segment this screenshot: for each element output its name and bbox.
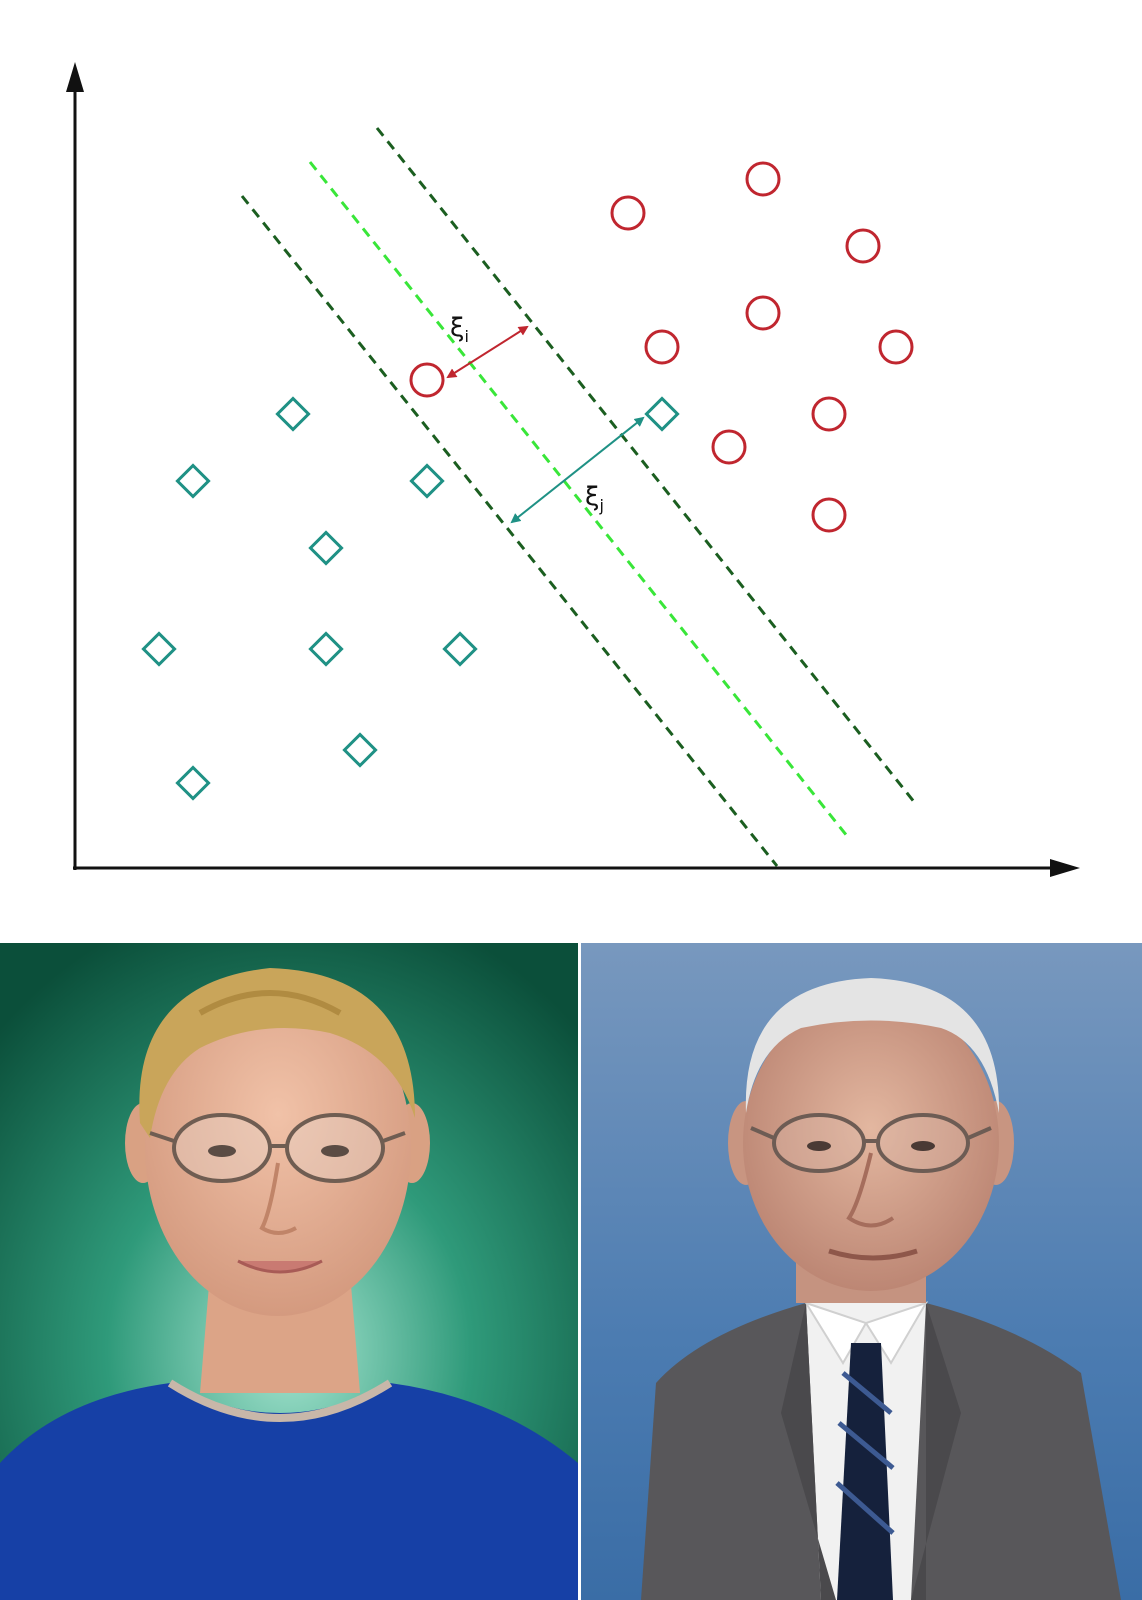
portrait-man-image: [581, 943, 1142, 1600]
slack-i-arrow: [446, 325, 529, 379]
diamond-class-points: [141, 396, 680, 801]
circle-point: [845, 228, 881, 264]
circle-point: [811, 497, 847, 533]
decision-lines: [240, 127, 917, 867]
diamond-point: [275, 396, 311, 432]
circle-class-points: [409, 161, 914, 533]
diamond-point: [175, 765, 211, 801]
axes: [66, 62, 1080, 877]
diamond-point: [141, 631, 177, 667]
diamond-point: [308, 631, 344, 667]
circle-point-slack-i: [409, 362, 445, 398]
portrait-man-photo: [581, 943, 1142, 1600]
portrait-woman-photo: [0, 943, 578, 1600]
circle-point: [644, 329, 680, 365]
margin-line-upper: [375, 127, 917, 804]
circle-point: [711, 429, 747, 465]
circle-point: [811, 396, 847, 432]
diamond-point: [342, 732, 378, 768]
circle-point: [745, 161, 781, 197]
slack-j-label: ξj: [585, 482, 604, 515]
portrait-woman-image: [0, 943, 578, 1600]
circle-point: [610, 195, 646, 231]
diamond-point: [409, 463, 445, 499]
diamond-point: [175, 463, 211, 499]
separating-hyperplane: [308, 161, 849, 837]
y-axis-arrowhead: [66, 62, 84, 92]
svm-soft-margin-diagram: ξi ξj: [66, 62, 1080, 877]
circle-point: [745, 295, 781, 331]
margin-line-lower: [240, 195, 779, 867]
diamond-point: [308, 530, 344, 566]
x-axis-arrowhead: [1050, 859, 1080, 877]
circle-point: [878, 329, 914, 365]
diamond-point-slack-j: [644, 396, 680, 432]
slack-i-label: ξi: [450, 313, 469, 346]
diamond-point: [442, 631, 478, 667]
slack-j-arrow: [510, 416, 645, 524]
